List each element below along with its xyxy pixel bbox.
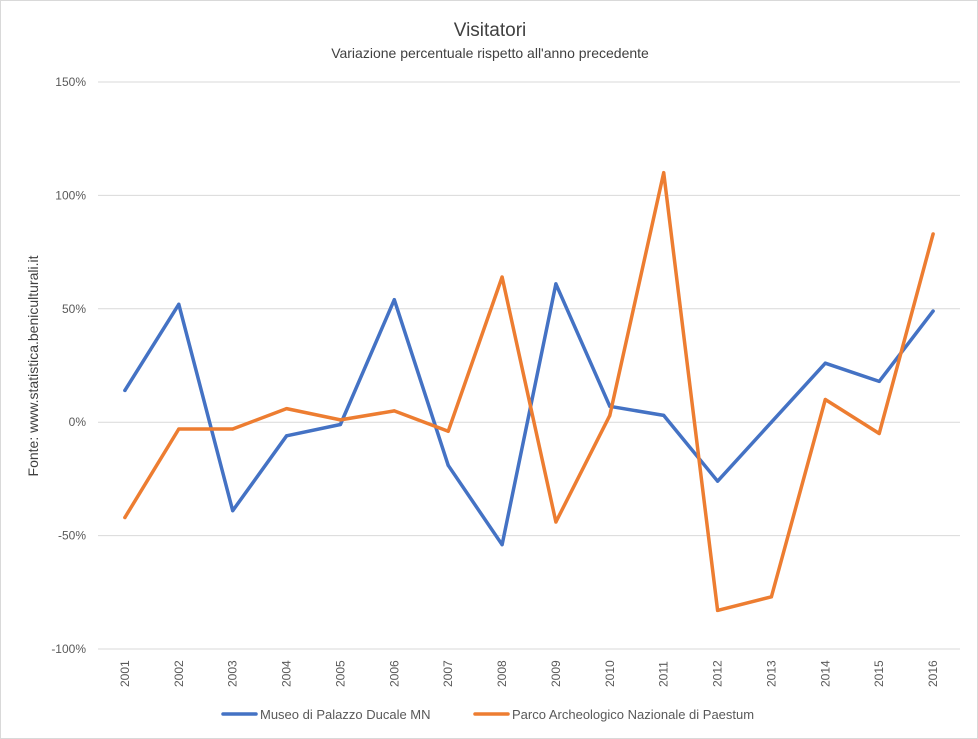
data-point <box>284 434 289 438</box>
x-tick-label: 2016 <box>926 660 940 687</box>
chart-subtitle: Variazione percentuale rispetto all'anno… <box>331 45 649 61</box>
x-tick-label: 2013 <box>764 660 778 687</box>
x-tick-label: 2003 <box>226 660 240 687</box>
data-point <box>931 232 935 236</box>
x-tick-label: 2014 <box>818 660 832 687</box>
series-lines <box>123 170 935 613</box>
y-tick-label: -100% <box>51 642 86 656</box>
data-point <box>823 361 827 365</box>
data-point <box>662 413 666 417</box>
chart-title: Visitatori <box>454 20 527 41</box>
data-point <box>177 427 181 431</box>
series-line-1 <box>123 282 935 547</box>
x-tick-label: 2011 <box>657 661 671 687</box>
data-point <box>231 427 235 431</box>
data-point <box>392 298 396 302</box>
data-point <box>823 397 827 402</box>
data-point <box>500 543 504 547</box>
data-point <box>500 275 504 279</box>
x-tick-label: 2006 <box>387 660 401 687</box>
data-point <box>554 520 558 524</box>
legend-label: Museo di Palazzo Ducale MN <box>260 707 431 722</box>
data-point <box>931 309 935 313</box>
data-point <box>877 431 881 436</box>
x-tick-label: 2012 <box>711 660 725 687</box>
x-tick-label: 2008 <box>495 660 509 687</box>
y-tick-label: -50% <box>58 529 86 543</box>
x-tick-label: 2004 <box>280 660 294 687</box>
legend-label: Parco Archeologico Nazionale di Paestum <box>512 707 754 722</box>
data-point <box>231 509 235 513</box>
data-point <box>554 282 558 286</box>
data-point <box>608 413 612 417</box>
data-point <box>123 388 127 393</box>
y-axis-ticks: -100% -50% 0% 50% 100% 150% <box>51 75 86 656</box>
y-tick-label: 50% <box>62 302 86 316</box>
data-point <box>769 595 774 599</box>
data-point <box>338 418 343 422</box>
x-tick-label: 2005 <box>333 660 347 687</box>
data-point <box>446 429 450 433</box>
x-axis-ticks: 2001 2002 2003 2004 2005 2006 2007 2008 2009 2010… <box>118 660 940 687</box>
y-tick-label: 100% <box>55 188 86 202</box>
x-tick-label: 2002 <box>172 660 186 687</box>
data-point <box>392 409 396 413</box>
data-point <box>284 406 289 411</box>
y-axis-label: Fonte: www.statistica.beniculturali.it <box>25 255 41 476</box>
data-point <box>715 479 720 483</box>
x-tick-label: 2001 <box>118 660 132 687</box>
y-tick-label: 0% <box>69 415 87 429</box>
data-point <box>123 515 127 520</box>
data-point <box>715 608 720 613</box>
x-tick-label: 2007 <box>441 660 455 687</box>
series-line-2 <box>123 170 935 613</box>
data-point <box>446 463 450 467</box>
x-tick-label: 2010 <box>603 660 617 687</box>
legend: Museo di Palazzo Ducale MN Parco Archeolo… <box>221 707 754 722</box>
data-point <box>662 171 666 175</box>
data-point <box>769 420 774 424</box>
y-tick-label: 150% <box>55 75 86 89</box>
data-point <box>877 379 881 383</box>
data-point <box>177 302 181 306</box>
x-tick-label: 2015 <box>872 660 886 687</box>
data-point <box>338 422 343 427</box>
x-tick-label: 2009 <box>549 660 563 687</box>
